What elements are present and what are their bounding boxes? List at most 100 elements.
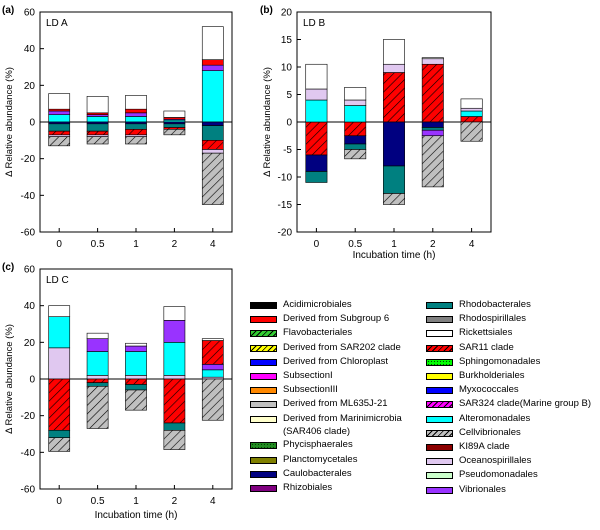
legend-label: Cellvibrionales (459, 426, 521, 438)
x-tick-label: 0.5 (91, 239, 105, 250)
legend-label: SubsectionIII (283, 384, 338, 396)
bar-segment (86, 130, 109, 136)
bar-segment (421, 129, 444, 137)
bar-segment (201, 340, 224, 365)
legend-label: Derived from Marinimicrobia (283, 412, 402, 424)
legend-swatch (250, 316, 277, 324)
panel-label: (c) (2, 262, 14, 273)
legend-swatch (250, 456, 277, 464)
bar-segment (48, 136, 71, 147)
bar-segment (305, 88, 328, 101)
y-tick-label: -40 (21, 191, 36, 202)
x-axis-label: Incubation time (h) (353, 250, 436, 261)
legend-label: Rhodospirillales (459, 313, 527, 325)
legend-swatch (250, 344, 277, 352)
legend-swatch (250, 401, 277, 409)
legend-swatch (426, 401, 453, 409)
legend-swatch (426, 302, 453, 309)
bar-segment (344, 135, 367, 145)
bar-segment (383, 193, 405, 205)
y-tick-label: 60 (24, 8, 36, 19)
bar-segment (125, 108, 147, 114)
legend-label: Rhodobacterales (459, 299, 531, 310)
x-tick-label: 0 (56, 239, 62, 250)
bar-segment (125, 378, 147, 385)
legend-swatch (250, 358, 277, 366)
bar-segment (305, 121, 328, 156)
bar-segment (48, 114, 71, 123)
bar-segment (344, 149, 367, 160)
chart-title: LD B (303, 18, 326, 29)
legend-label: Pseudomonadales (459, 469, 538, 481)
bar-segment (163, 342, 186, 376)
legend-label: Phycisphaerales (283, 439, 353, 451)
bar-segment (48, 316, 71, 349)
x-tick-label: 0.5 (91, 496, 105, 507)
bar-segment (163, 306, 186, 321)
bar-segment (421, 121, 444, 128)
x-tick-label: 1 (133, 239, 139, 250)
bar-segment (48, 378, 71, 431)
panel-label: (b) (260, 5, 273, 16)
bar-segment (125, 136, 147, 145)
bar-segment (201, 369, 224, 378)
bar-segment (201, 26, 224, 60)
legend-label: Rickettsiales (459, 327, 513, 339)
bar-segment (163, 375, 186, 380)
bar-segment (163, 129, 186, 136)
y-tick-label: 0 (286, 118, 292, 129)
legend-swatch (426, 486, 453, 494)
legend-label: Burkholderiales (459, 370, 525, 381)
bar-segment (48, 430, 71, 438)
legend-swatch (426, 330, 453, 338)
bar-segment (460, 116, 483, 123)
y-tick-label: -60 (21, 485, 36, 496)
bar-segment (305, 154, 328, 172)
bar-segment (383, 39, 405, 65)
bar-segment (344, 143, 367, 150)
legend-label: Alteromonadales (459, 412, 531, 424)
legend-swatch (426, 429, 453, 437)
legend-swatch (426, 344, 453, 352)
bar-segment (201, 338, 224, 341)
bar-segment (125, 123, 147, 130)
bar-segment (163, 320, 186, 343)
bar-segment (86, 116, 109, 123)
y-axis-label: Δ Relative abundance (%) (4, 67, 15, 177)
bar-segment (201, 59, 224, 66)
bar-segment (305, 63, 328, 90)
bar-segment (48, 110, 71, 115)
legend-label: Oceanospirillales (459, 455, 532, 467)
bar-segment (86, 386, 109, 429)
bar-segment (125, 342, 147, 347)
legend-label: Flavobacteriales (283, 327, 353, 339)
bar-segment (125, 345, 147, 352)
bar-segment (201, 140, 224, 150)
legend-label: Myxococcales (459, 384, 519, 396)
legend-label: Rhizobiales (283, 481, 333, 493)
bar-segment (163, 110, 186, 118)
bar-segment (125, 375, 147, 380)
x-tick-label: 2 (430, 239, 436, 250)
x-tick-label: 2 (172, 496, 178, 507)
bar-segment (48, 93, 71, 110)
legend-swatch (250, 484, 277, 492)
y-tick-label: 15 (281, 35, 293, 46)
x-tick-label: 2 (172, 239, 178, 250)
legend-label: Derived from Chloroplast (283, 355, 389, 367)
legend-label: Acidimicrobiales (283, 299, 352, 310)
legend-swatch (426, 387, 453, 395)
bar-segment (344, 121, 367, 137)
legend-label: SubsectionI (283, 370, 333, 381)
bar-segment (201, 64, 224, 71)
legend-swatch (250, 373, 277, 380)
y-tick-label: 20 (281, 8, 293, 19)
x-tick-label: 0 (56, 496, 62, 507)
bar-segment (383, 72, 405, 123)
bar-segment (344, 87, 367, 101)
legend-swatch (426, 373, 453, 380)
bar-segment (460, 107, 483, 112)
x-tick-label: 4 (469, 239, 475, 250)
